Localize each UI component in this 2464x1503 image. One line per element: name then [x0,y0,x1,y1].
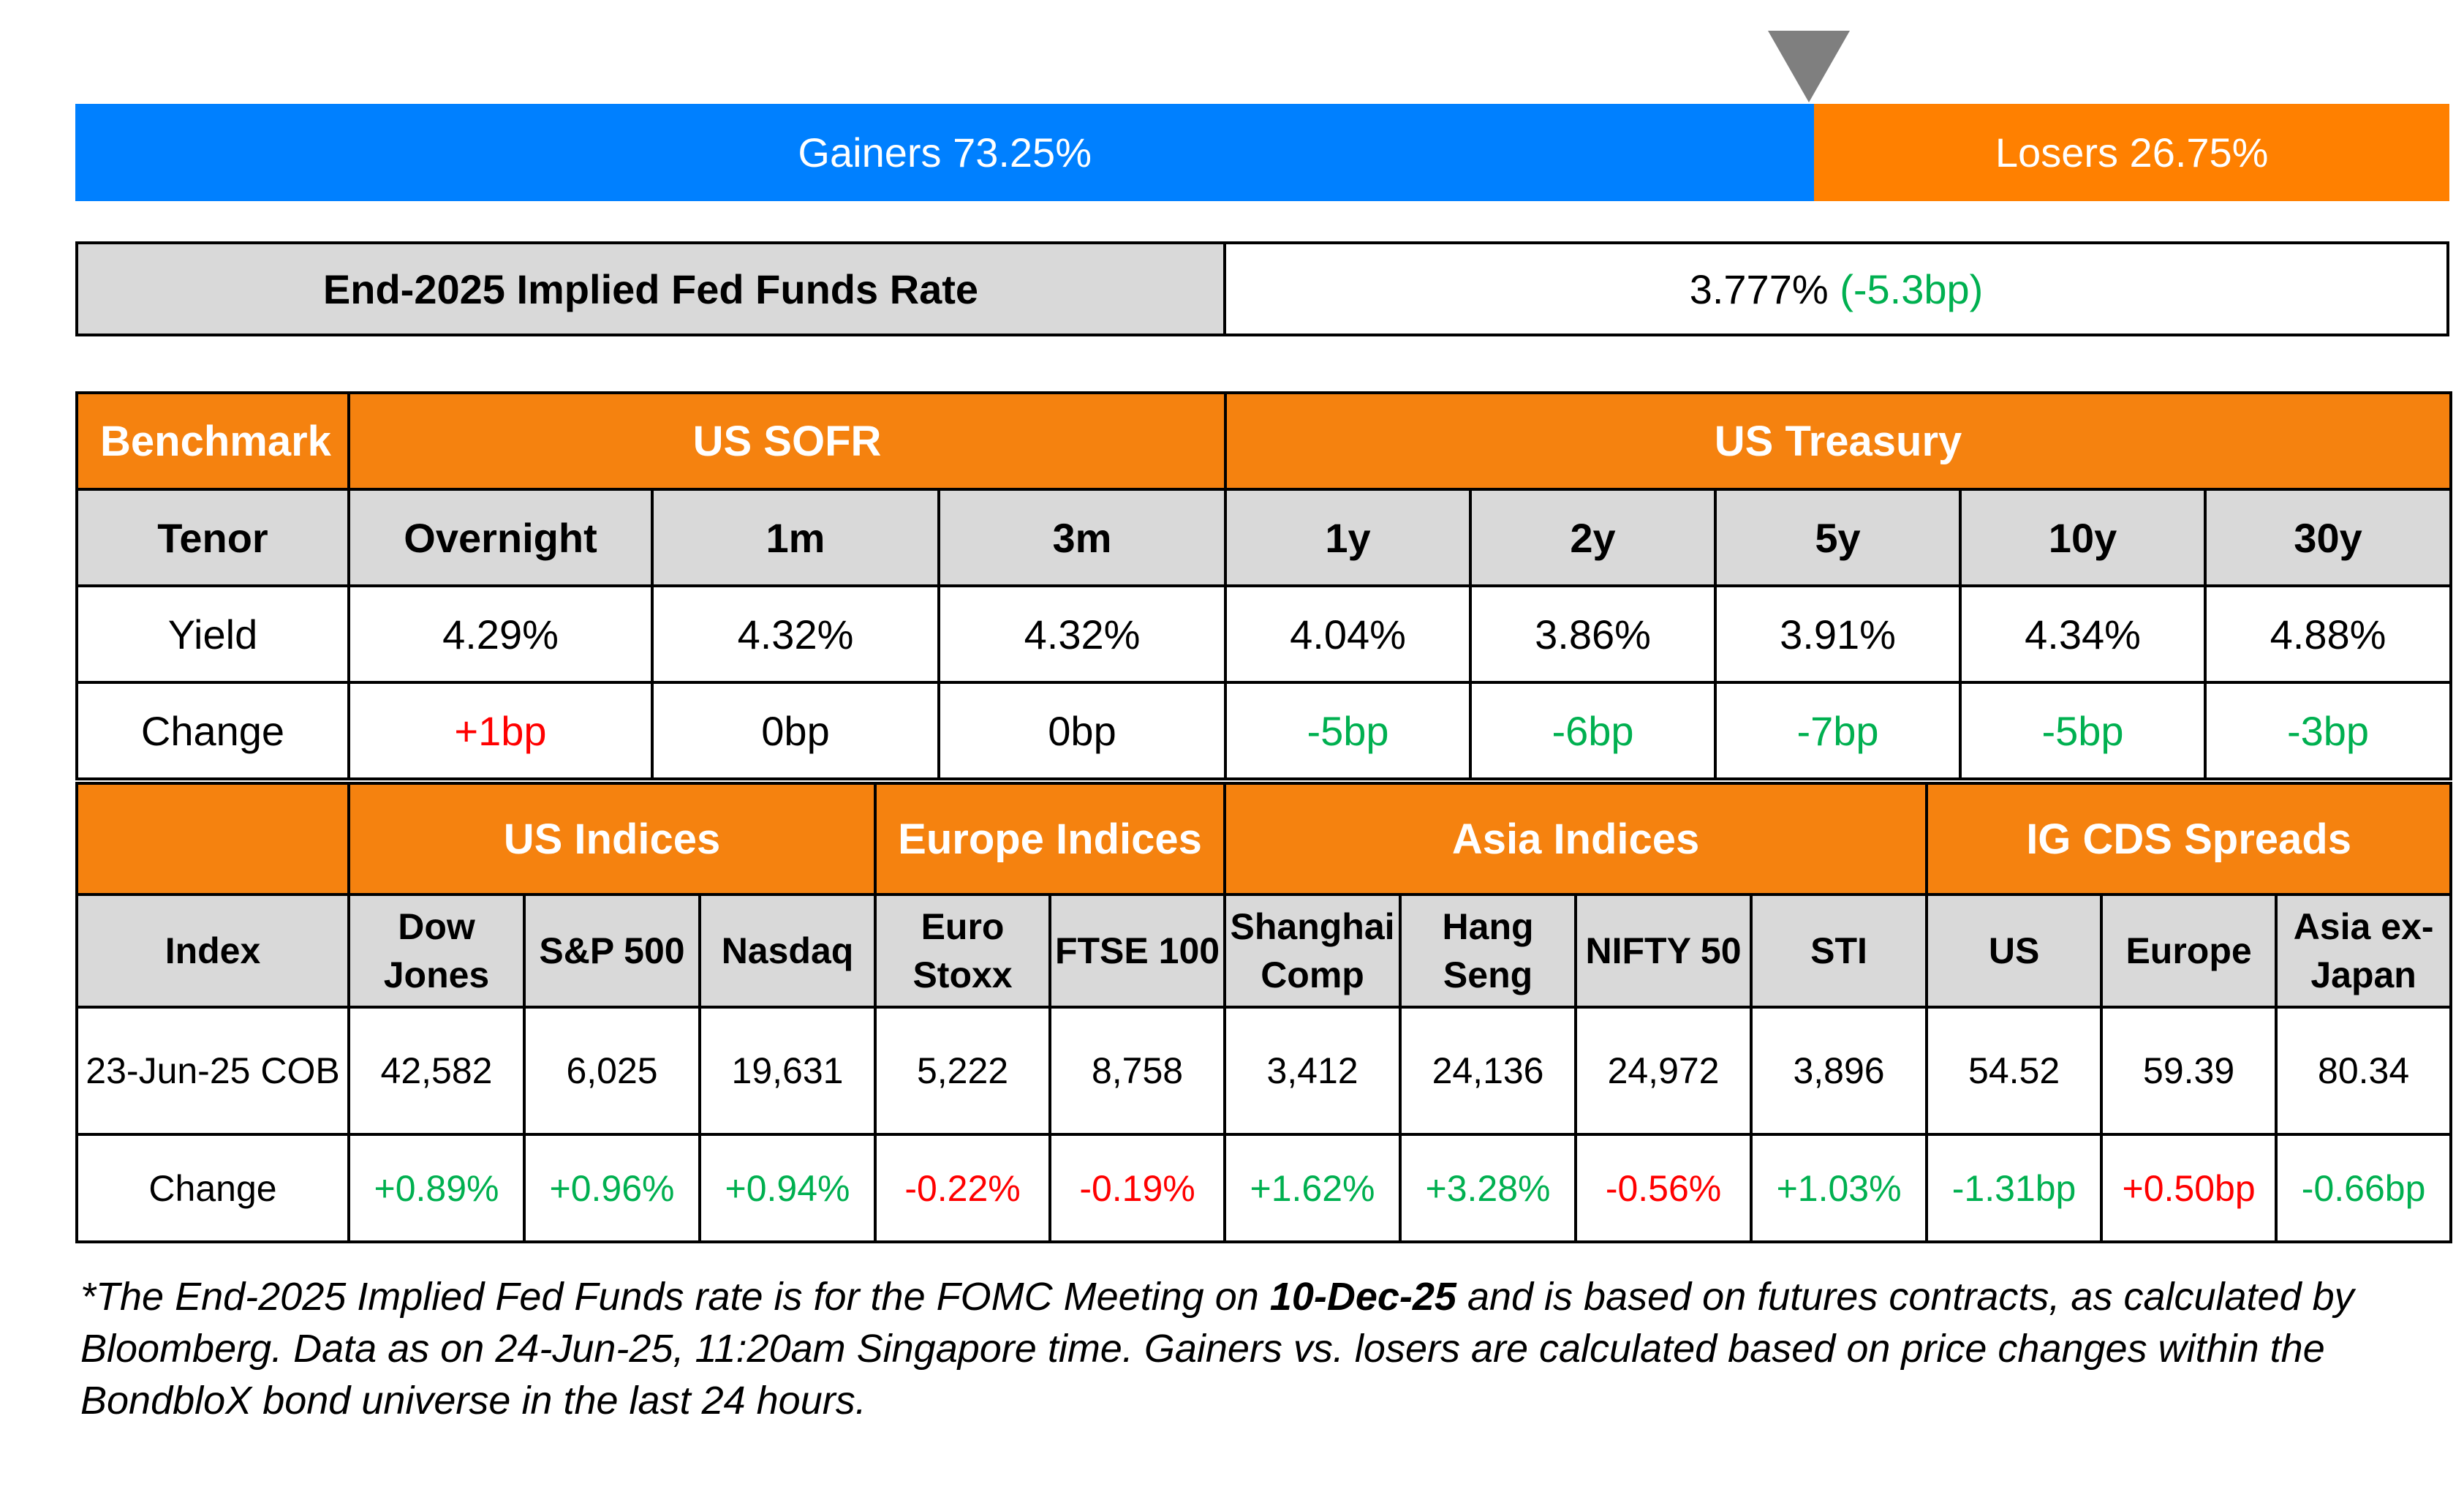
index-value: 8,758 [1048,1006,1227,1136]
tenor-header: 1m [651,488,940,587]
group-header-asia-indices: Asia Indices [1223,782,1929,896]
index-change: -0.19% [1048,1133,1227,1243]
rate-change-row: Change +1bp 0bp 0bp -5bp -6bp -7bp -5bp … [75,681,2453,780]
fed-funds-value-cell: 3.777% (-5.3bp) [1223,241,2449,336]
tenor-label: Tenor [75,488,350,587]
group-header-treasury: US Treasury [1224,391,2453,491]
index-value: 6,025 [523,1006,701,1136]
index-change: +0.50bp [2100,1133,2278,1243]
change-cell: -3bp [2204,681,2453,780]
footnote-part1: *The End-2025 Implied Fed Funds rate is … [80,1275,1270,1319]
index-change: -0.56% [1574,1133,1753,1243]
tenor-header: 5y [1714,488,1962,587]
date-label: 23-Jun-25 COB [75,1006,350,1136]
index-change: +0.94% [698,1133,877,1243]
fed-funds-table: End-2025 Implied Fed Funds Rate 3.777% (… [75,241,2449,336]
change-label: Change [75,1133,350,1243]
yield-cell: 4.29% [347,584,654,684]
gainers-losers-marker-icon [1768,31,1850,102]
group-header-europe-indices: Europe Indices [874,782,1227,896]
index-header: Hang Seng [1399,893,1578,1009]
index-header: NIFTY 50 [1574,893,1753,1009]
fed-funds-value: 3.777% [1689,265,1829,312]
index-change: -0.66bp [2275,1133,2453,1243]
index-change: +3.28% [1399,1133,1578,1243]
change-cell: -6bp [1469,681,1717,780]
index-header: Shanghai Comp [1223,893,1402,1009]
yield-cell: 4.34% [1959,584,2207,684]
footnote-part2: and is based on futures contracts, as ca… [80,1275,2354,1423]
rates-table: Benchmark US SOFR US Treasury Tenor Over… [75,391,2453,780]
index-value: 42,582 [347,1006,526,1136]
index-header: S&P 500 [523,893,701,1009]
index-change: -1.31bp [1925,1133,2104,1243]
index-name-row: Index Dow Jones S&P 500 Nasdaq Euro Stoxx … [75,893,2453,1009]
index-change: -0.22% [874,1133,1052,1243]
change-cell: +1bp [347,681,654,780]
group-header-us-indices: US Indices [347,782,877,896]
change-cell: -7bp [1714,681,1962,780]
fed-funds-change: (-5.3bp) [1840,265,1984,312]
losers-segment: Losers 26.75% [1814,104,2449,201]
index-label: Index [75,893,350,1009]
change-cell: 0bp [937,681,1228,780]
index-change: +0.89% [347,1133,526,1243]
index-change: +1.62% [1223,1133,1402,1243]
tenor-header: 2y [1469,488,1717,587]
gainers-segment: Gainers 73.25% [75,104,1815,201]
tenor-header: 30y [2204,488,2453,587]
yield-row: Yield 4.29% 4.32% 4.32% 4.04% 3.86% 3.91… [75,584,2453,684]
index-value: 24,136 [1399,1006,1578,1136]
footnote-date: 10-Dec-25 [1269,1275,1456,1319]
yield-label: Yield [75,584,350,684]
index-value: 5,222 [874,1006,1052,1136]
yield-cell: 4.32% [937,584,1228,684]
change-cell: -5bp [1959,681,2207,780]
index-header: Nasdaq [698,893,877,1009]
tenor-header: 1y [1224,488,1473,587]
index-value: 54.52 [1925,1006,2104,1136]
gainers-label: Gainers 73.25% [798,129,1092,176]
yield-cell: 4.88% [2204,584,2453,684]
benchmark-header: Benchmark [75,391,350,491]
index-header: STI [1750,893,1929,1009]
fed-funds-label: End-2025 Implied Fed Funds Rate [75,241,1226,336]
index-value: 3,896 [1750,1006,1929,1136]
change-cell: 0bp [651,681,940,780]
yield-cell: 4.32% [651,584,940,684]
group-header-sofr: US SOFR [347,391,1228,491]
yield-cell: 3.86% [1469,584,1717,684]
change-label: Change [75,681,350,780]
tenor-header: Overnight [347,488,654,587]
index-header: Europe [2100,893,2278,1009]
indices-table: US Indices Europe Indices Asia Indices I… [75,782,2453,1243]
index-header: FTSE 100 [1048,893,1227,1009]
index-header: Dow Jones [347,893,526,1009]
change-cell: -5bp [1224,681,1473,780]
index-value: 24,972 [1574,1006,1753,1136]
index-change: +1.03% [1750,1133,1929,1243]
index-header: Euro Stoxx [874,893,1052,1009]
index-value-row: 23-Jun-25 COB 42,582 6,025 19,631 5,222 … [75,1006,2453,1136]
footnote: *The End-2025 Implied Fed Funds rate is … [80,1271,2406,1427]
losers-label: Losers 26.75% [1995,129,2269,176]
yield-cell: 4.04% [1224,584,1473,684]
empty-header [75,782,350,896]
index-change: +0.96% [523,1133,701,1243]
tenor-row: Tenor Overnight 1m 3m 1y 2y 5y 10y 30y [75,488,2453,587]
tenor-header: 10y [1959,488,2207,587]
index-header: US [1925,893,2104,1009]
index-value: 59.39 [2100,1006,2278,1136]
index-value: 80.34 [2275,1006,2453,1136]
index-header: Asia ex- Japan [2275,893,2453,1009]
index-change-row: Change +0.89% +0.96% +0.94% -0.22% -0.19… [75,1133,2453,1243]
index-value: 3,412 [1223,1006,1402,1136]
gainers-losers-bar: Gainers 73.25% Losers 26.75% [75,104,2449,201]
yield-cell: 3.91% [1714,584,1962,684]
tenor-header: 3m [937,488,1228,587]
index-value: 19,631 [698,1006,877,1136]
group-header-ig-cds: IG CDS Spreads [1925,782,2453,896]
